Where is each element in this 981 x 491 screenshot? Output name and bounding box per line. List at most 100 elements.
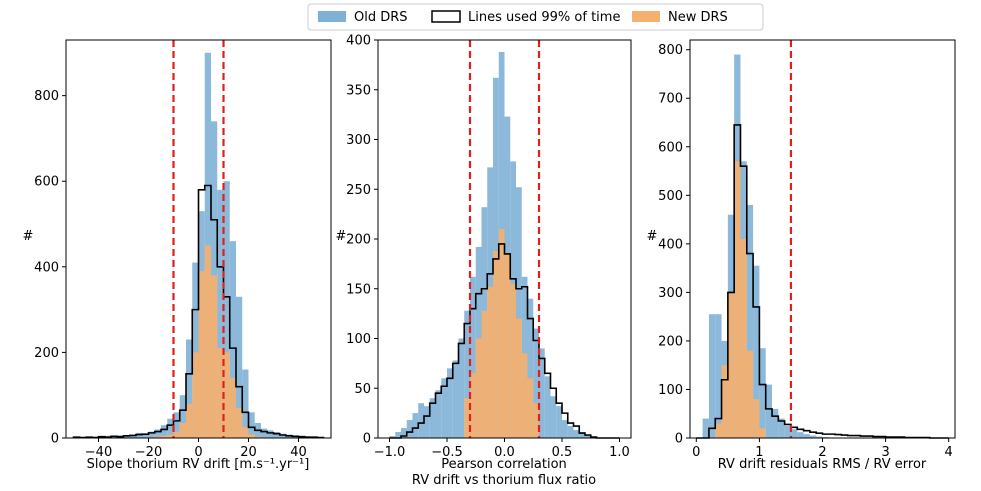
panel-2-xtick-label: 0.0 xyxy=(494,445,515,460)
panel-3-new-drs-bar xyxy=(746,350,754,438)
panel-1-xtick-label: 0 xyxy=(194,445,202,460)
panel-1-xtick-label: −20 xyxy=(135,445,162,460)
panel-1-lines-used-step xyxy=(72,184,325,439)
panel-2-old-drs-bar xyxy=(539,348,545,438)
panel-2-old-drs-bar xyxy=(556,406,562,438)
panel-1-old-drs-bar xyxy=(229,241,236,438)
panel-2-ytick-label: 200 xyxy=(346,233,371,248)
legend-swatch-old-drs xyxy=(318,11,346,22)
panel-2-xtick-label: 0.5 xyxy=(552,445,573,460)
panel-2-ytick-label: 350 xyxy=(346,83,371,98)
panel-1-old-drs-bar xyxy=(111,436,118,438)
panel-1-old-drs-bar xyxy=(186,339,193,438)
panel-3-old-drs-bar xyxy=(759,348,766,438)
panel-2-old-drs-bar xyxy=(441,378,447,438)
panel-2-old-drs-bar xyxy=(418,403,424,438)
panel-1-old-drs-bar xyxy=(236,296,243,438)
panel-1-new-drs-bar xyxy=(223,352,230,438)
panel-3-old-drs-bar xyxy=(702,418,709,438)
panel-1-xtick-label: 20 xyxy=(240,445,257,460)
panel-2-new-drs-bar xyxy=(470,373,476,438)
panel-2-xlabel: Pearson correlation xyxy=(441,457,567,472)
panel-3-ytick-label: 600 xyxy=(658,140,683,155)
panel-1-new-drs-bar xyxy=(248,434,255,438)
legend-label-lines-used: Lines used 99% of time xyxy=(468,10,620,25)
panel-2-old-drs-bar xyxy=(412,413,419,438)
panel-3-old-drs-bar xyxy=(746,205,754,438)
panel-2-ticks: −1.0 −0.5 0.0 0.5 1.0 0 50 100 150 200 250 300 350 40… xyxy=(346,34,630,461)
panel-2-old-drs-bar xyxy=(567,426,574,438)
panel-2-new-drs-bar xyxy=(487,286,493,438)
panel-2-ytick-label: 300 xyxy=(346,133,371,148)
panel-2-old-drs-bar xyxy=(527,298,534,438)
panel-1-old-drs-bar xyxy=(173,412,180,438)
panel-2: −1.0 −0.5 0.0 0.5 1.0 0 50 100 150 200 250 300 350 40… xyxy=(336,34,632,488)
panel-1-old-drs-bar xyxy=(192,262,199,438)
panel-3-new-drs-bar xyxy=(734,161,741,438)
panel-1-ylabel: # xyxy=(23,229,34,244)
panel-1-ytick-label: 800 xyxy=(34,89,59,104)
panel-3-ytick-label: 500 xyxy=(658,189,683,204)
panel-2-new-drs-bar xyxy=(521,353,528,438)
panel-2-ytick-label: 150 xyxy=(346,282,371,297)
panel-2-old-drs-bar xyxy=(470,276,476,438)
panel-2-new-drs-bar xyxy=(481,310,488,438)
legend: Old DRS Lines used 99% of time New DRS xyxy=(307,3,764,31)
panel-3-old-drs-bar xyxy=(816,436,823,438)
panel-2-old-drs-bar xyxy=(585,436,591,438)
panel-1-old-drs-bar xyxy=(123,435,130,438)
panel-2-xlabel-2: RV drift vs thorium flux ratio xyxy=(412,473,596,488)
panel-1-old-drs-bar xyxy=(154,429,161,438)
panel-1-xtick-label: 40 xyxy=(290,445,307,460)
panel-1-new-drs-bar xyxy=(198,271,205,438)
panel-1-xtick-label: −40 xyxy=(85,445,112,460)
panel-1-new-drs-bar xyxy=(154,436,161,438)
panel-3-old-drs-bar xyxy=(765,384,773,438)
panel-1-old-drs-bar xyxy=(273,432,280,438)
panel-3-old-drs-bar xyxy=(778,418,785,438)
panel-2-new-drs-bar xyxy=(504,253,511,438)
panel-2-old-drs-bar xyxy=(435,390,442,438)
legend-swatch-new-drs xyxy=(632,11,660,22)
panel-1-new-drs-bar xyxy=(173,431,180,438)
panel-2-xtick-label: −0.5 xyxy=(431,445,463,460)
panel-2-old-drs-bar xyxy=(429,398,436,438)
panel-2-old-drs-bar xyxy=(544,376,551,438)
panel-1-old-drs-bar xyxy=(223,181,230,438)
legend-label-old-drs: Old DRS xyxy=(354,10,408,25)
panel-1-new-drs-bar xyxy=(161,435,168,438)
panel-3-xtick-label: 0 xyxy=(692,445,700,460)
panel-2-xtick-label: 1.0 xyxy=(609,445,630,460)
panel-1-old-drs-bar xyxy=(179,395,186,438)
panel-1-old-drs-bar xyxy=(136,432,143,438)
panel-2-old-drs-bar xyxy=(579,432,585,438)
panel-1-ytick-label: 200 xyxy=(34,346,59,361)
panel-2-old-drs-bar xyxy=(424,406,430,438)
panel-3-xlabel: RV drift residuals RMS / RV error xyxy=(718,457,927,472)
panel-3-ytick-label: 700 xyxy=(658,92,683,107)
panel-3-new-drs-bar xyxy=(727,292,735,438)
panel-1-ytick-label: 600 xyxy=(34,175,59,190)
panel-2-ytick-label: 250 xyxy=(346,183,371,198)
panel-2-ylabel: # xyxy=(336,229,347,244)
panel-3-ytick-label: 100 xyxy=(658,383,683,398)
panel-3-ylabel: # xyxy=(647,229,658,244)
panel-2-new-drs-bar xyxy=(498,229,505,438)
panel-1-old-drs-bar xyxy=(279,433,286,438)
panel-3-old-drs-bar xyxy=(753,265,760,438)
panel-1-new-drs-bar xyxy=(167,434,174,438)
panel-2-xtick-label: −1.0 xyxy=(374,445,406,460)
panel-3-xtick-label: 1 xyxy=(755,445,763,460)
panel-3-old-drs-bar xyxy=(803,434,810,438)
panel-2-old-drs-bar xyxy=(464,310,470,438)
panel-1-old-drs-bar xyxy=(248,412,255,438)
panel-2-old-drs-bar xyxy=(562,420,568,438)
legend-frame xyxy=(307,3,764,31)
panel-2-old-drs-bar xyxy=(533,328,539,438)
panel-1-old-drs-bar xyxy=(148,431,155,438)
panel-1-old-drs-bar xyxy=(161,425,168,438)
panel-1-new-drs-bar xyxy=(254,436,261,438)
panel-2-old-drs-bar xyxy=(389,436,396,438)
panel-2-old-drs-bar xyxy=(447,368,453,438)
panel-2-old-drs-bar xyxy=(395,432,401,438)
